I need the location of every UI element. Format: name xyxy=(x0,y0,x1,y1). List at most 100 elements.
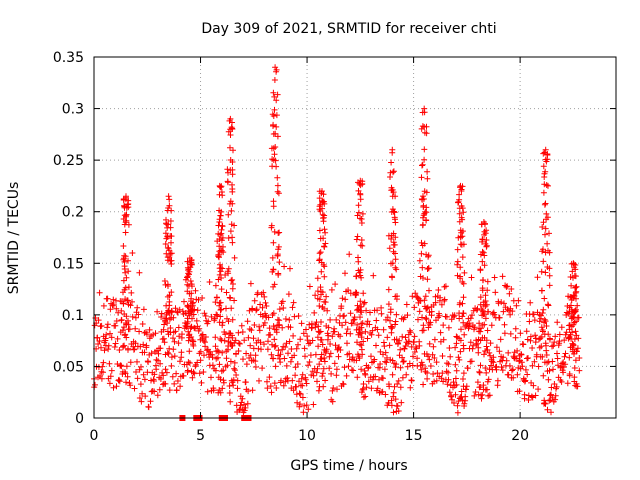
data-point xyxy=(572,328,579,335)
data-point xyxy=(325,332,332,339)
data-point xyxy=(445,361,452,368)
data-point xyxy=(372,373,379,380)
data-point xyxy=(568,282,575,289)
data-point xyxy=(420,212,427,219)
data-point xyxy=(360,300,367,307)
data-point xyxy=(419,222,426,229)
data-point xyxy=(538,324,545,331)
data-point xyxy=(218,337,225,344)
data-point xyxy=(134,304,141,311)
data-point xyxy=(340,381,347,388)
data-point xyxy=(239,329,246,335)
data-point xyxy=(302,376,309,383)
data-point xyxy=(316,329,323,336)
data-point xyxy=(98,344,104,351)
data-point xyxy=(234,377,241,384)
data-point xyxy=(106,360,113,367)
data-point xyxy=(117,362,124,369)
data-point xyxy=(388,273,395,280)
data-point xyxy=(540,372,547,379)
data-point xyxy=(188,295,195,302)
data-point xyxy=(310,401,317,408)
data-point xyxy=(419,264,426,271)
data-point xyxy=(299,394,306,401)
data-point xyxy=(496,348,503,355)
data-point xyxy=(274,182,281,189)
data-point xyxy=(279,298,286,305)
data-point xyxy=(567,274,574,280)
data-point xyxy=(168,362,175,369)
data-point xyxy=(432,299,439,306)
data-point xyxy=(427,319,434,326)
data-point xyxy=(385,286,392,293)
data-point xyxy=(324,307,331,314)
data-point xyxy=(251,297,258,304)
data-point xyxy=(365,378,372,385)
data-point xyxy=(468,358,475,365)
data-point xyxy=(516,388,523,395)
data-point xyxy=(181,298,187,305)
data-point xyxy=(411,338,417,345)
data-point xyxy=(165,283,171,289)
data-point xyxy=(274,174,281,181)
data-point xyxy=(240,356,246,363)
data-point xyxy=(118,307,125,314)
data-point xyxy=(544,156,551,163)
data-point xyxy=(331,328,338,335)
data-point xyxy=(337,333,344,340)
data-point xyxy=(104,324,111,331)
data-point xyxy=(330,385,337,391)
data-point xyxy=(486,349,493,356)
data-point xyxy=(541,149,548,156)
x-axis-title: GPS time / hours xyxy=(290,458,407,474)
data-point xyxy=(327,341,334,347)
data-point xyxy=(200,369,207,375)
data-point xyxy=(474,379,481,386)
data-point xyxy=(480,277,487,283)
data-point xyxy=(293,345,300,352)
data-point xyxy=(120,344,126,351)
data-point xyxy=(213,348,220,355)
data-point xyxy=(508,286,515,292)
data-point xyxy=(186,348,193,355)
data-point xyxy=(457,264,464,271)
data-point xyxy=(302,353,308,360)
data-point xyxy=(212,343,219,350)
data-point xyxy=(488,322,495,329)
data-point xyxy=(525,392,532,399)
data-point xyxy=(227,157,234,163)
data-point xyxy=(463,383,470,390)
data-point xyxy=(271,93,278,100)
data-point xyxy=(534,274,541,281)
data-point xyxy=(395,377,402,384)
data-point xyxy=(420,214,426,221)
data-point xyxy=(407,384,414,391)
data-point xyxy=(146,326,153,333)
data-point xyxy=(342,270,348,277)
data-point xyxy=(270,323,277,330)
data-point xyxy=(374,326,381,333)
data-point xyxy=(275,347,282,354)
data-point xyxy=(358,366,365,373)
data-point xyxy=(433,377,440,384)
data-point xyxy=(229,334,236,341)
data-point xyxy=(215,230,222,237)
data-point xyxy=(542,400,549,407)
data-point xyxy=(564,380,571,387)
data-point xyxy=(192,363,199,370)
data-point xyxy=(277,359,284,366)
data-point xyxy=(275,322,282,329)
data-point xyxy=(126,326,133,333)
data-point xyxy=(123,363,130,370)
data-point xyxy=(113,383,120,390)
data-point xyxy=(222,331,229,338)
data-point xyxy=(274,188,281,195)
data-point xyxy=(115,309,122,316)
data-point xyxy=(269,254,276,261)
data-point xyxy=(360,338,367,345)
data-point xyxy=(171,380,178,387)
data-point xyxy=(488,362,495,369)
data-point xyxy=(309,337,316,344)
data-point xyxy=(392,234,399,241)
data-point xyxy=(300,409,307,416)
